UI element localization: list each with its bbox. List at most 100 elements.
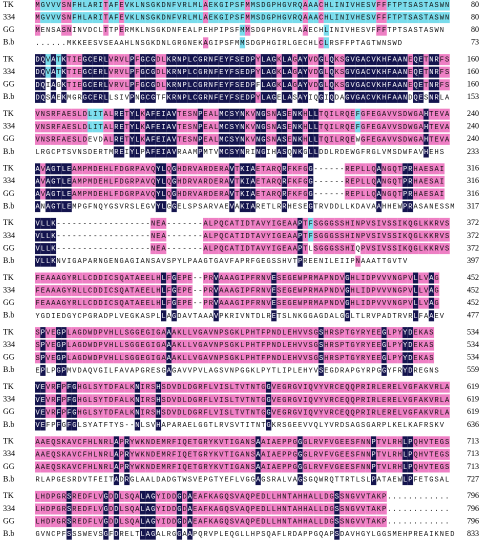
residue: G [172, 166, 176, 174]
residue: E [414, 329, 418, 337]
residue-shade [98, 448, 104, 460]
residue: L [340, 203, 344, 211]
residue: I [345, 258, 349, 266]
residue: T [251, 422, 255, 430]
residue-shade [176, 121, 183, 133]
residue-shade [334, 79, 340, 91]
residue-shade [35, 406, 41, 418]
residue-shade [402, 364, 408, 376]
sequence: AVAGTLEAMPMDEHLFDGRPAVQYLQGHDRVARDERAVTK… [36, 178, 444, 186]
residue-shade [245, 175, 251, 187]
residue: P [225, 27, 229, 35]
residue-shade [150, 381, 156, 393]
residue: F [135, 56, 139, 64]
residue-shade [355, 79, 361, 91]
residue-shade [308, 448, 314, 460]
residue: N [167, 14, 171, 22]
residue-shade [355, 217, 361, 229]
residue: G [298, 464, 302, 472]
residue: T [193, 313, 197, 321]
residue-shade [434, 243, 440, 255]
residue-shade [344, 66, 351, 78]
residue-shade [82, 79, 88, 91]
residue: T [393, 2, 397, 10]
residue-shade [66, 163, 72, 175]
residue-shade [439, 163, 445, 175]
residue: P [372, 275, 376, 283]
residue-shade [208, 91, 214, 103]
residue-shade [145, 146, 151, 158]
residue: S [36, 342, 40, 350]
residue: G [387, 258, 391, 266]
residue-shade [150, 12, 156, 24]
residue: H [345, 245, 349, 253]
residue-shade [45, 217, 51, 229]
residue: L [109, 136, 113, 144]
residue: T [99, 124, 103, 132]
residue: L [240, 355, 244, 363]
residue: L [282, 69, 286, 77]
residue: D [120, 178, 124, 186]
residue-shade [229, 133, 235, 145]
residue: P [151, 313, 155, 321]
residue-shade [176, 188, 183, 200]
residue-shade [56, 188, 62, 200]
residue: L [41, 476, 45, 484]
residue-shade [407, 66, 414, 78]
residue-shade [250, 133, 256, 145]
residue: V [83, 27, 88, 35]
residue: - [330, 178, 334, 186]
residue-shade [276, 381, 282, 393]
residue-shade [397, 54, 403, 66]
residue-shade [113, 163, 120, 175]
residue-shade [276, 133, 282, 145]
residue-shade [218, 436, 225, 448]
residue-shade [82, 175, 88, 187]
residue: L [93, 439, 97, 447]
residue-shade [56, 339, 62, 351]
residue: - [109, 220, 113, 228]
residue: P [62, 384, 66, 392]
residue: E [41, 397, 45, 405]
residue: K [435, 422, 440, 430]
residue: N [177, 69, 181, 77]
residue-shade [224, 461, 230, 473]
residue: A [382, 136, 387, 144]
residue: A [267, 56, 272, 64]
residue-shade [402, 339, 408, 351]
residue: H [324, 342, 328, 350]
residue-shade [77, 448, 83, 460]
residue-shade [360, 339, 366, 351]
residue-shade [392, 352, 398, 364]
residue: I [361, 300, 365, 308]
residue-shade [302, 230, 309, 242]
residue-shade [371, 54, 377, 66]
residue: P [251, 56, 255, 64]
residue: S [230, 136, 234, 144]
residue: N [167, 2, 171, 10]
residue-shade [360, 175, 366, 187]
residue: N [403, 56, 407, 64]
residue: F [214, 56, 218, 64]
residue-shade [402, 121, 408, 133]
residue: L [36, 149, 40, 157]
residue-shade [56, 285, 62, 297]
residue-shade [82, 406, 88, 418]
residue-shade [213, 121, 219, 133]
residue: E [372, 136, 376, 144]
residue: A [377, 178, 382, 186]
residue-shade [271, 188, 277, 200]
residue: Y [177, 258, 182, 266]
residue-shade [187, 66, 193, 78]
residue-shade [71, 448, 78, 460]
residue-shade [360, 394, 366, 406]
residue: L [293, 367, 297, 375]
residue-shade [350, 121, 356, 133]
residue: P [62, 329, 66, 337]
residue-shade [245, 394, 251, 406]
residue: E [345, 439, 349, 447]
residue-shade [150, 436, 156, 448]
residue: R [361, 329, 366, 337]
residue: R [272, 166, 277, 174]
residue: D [156, 476, 160, 484]
